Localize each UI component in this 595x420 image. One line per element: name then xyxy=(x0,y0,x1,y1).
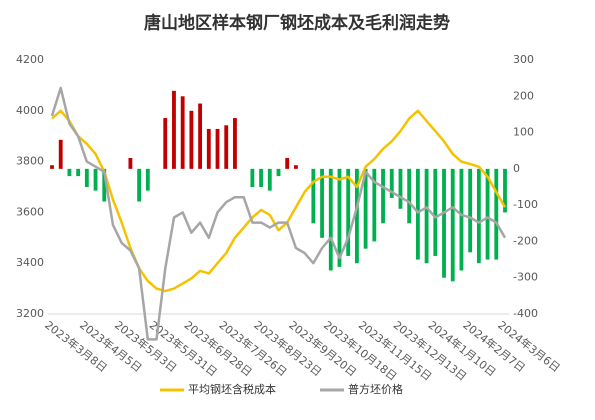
bar xyxy=(285,157,290,169)
y2-tick-label: 100 xyxy=(513,126,534,139)
bar xyxy=(503,168,507,213)
bar xyxy=(58,139,63,169)
bar xyxy=(485,168,490,260)
bar xyxy=(93,168,98,191)
bar xyxy=(233,118,237,169)
bar xyxy=(267,168,272,191)
bar xyxy=(180,96,185,169)
y2-tick-label: 200 xyxy=(513,89,534,102)
y-tick-label: 3600 xyxy=(16,205,44,218)
bar xyxy=(76,168,81,177)
bar xyxy=(189,110,194,169)
legend-label: 平均钢坯含税成本 xyxy=(188,382,276,396)
bar xyxy=(276,168,281,177)
bar xyxy=(206,128,211,169)
chart-title: 唐山地区样本钢厂钢坯成本及毛利润走势 xyxy=(144,13,450,34)
y2-tick-label: -400 xyxy=(513,307,538,320)
bar xyxy=(128,157,133,169)
bar xyxy=(424,168,429,264)
bar xyxy=(198,103,203,169)
bar xyxy=(337,168,342,267)
bar xyxy=(381,168,385,224)
bar xyxy=(224,125,229,169)
bar xyxy=(415,168,420,260)
y-tick-label: 4000 xyxy=(16,104,44,117)
line xyxy=(50,86,507,341)
bar xyxy=(145,168,150,191)
bar xyxy=(442,168,446,278)
bar xyxy=(450,168,455,282)
bar xyxy=(137,168,142,202)
y2-tick-label: 300 xyxy=(513,53,534,66)
bar xyxy=(320,168,324,238)
y2-tick-label: 0 xyxy=(513,162,520,175)
bar xyxy=(459,168,464,271)
bar xyxy=(494,168,499,260)
bar xyxy=(328,168,333,271)
bar xyxy=(67,168,72,177)
bar xyxy=(311,168,316,224)
y-tick-label: 3400 xyxy=(16,256,44,269)
bar xyxy=(215,128,220,169)
bar xyxy=(50,165,54,169)
bar xyxy=(398,168,403,209)
y-tick-label: 3800 xyxy=(16,155,44,168)
bar xyxy=(172,90,176,169)
line xyxy=(51,109,507,293)
bar xyxy=(476,168,481,264)
bar xyxy=(433,168,438,256)
legend-label: 普方坯价格 xyxy=(348,382,403,396)
bar xyxy=(102,168,107,202)
y2-tick-label: -300 xyxy=(513,271,538,284)
y2-tick-label: -200 xyxy=(513,234,538,247)
y2-tick-label: -100 xyxy=(513,198,538,211)
bar xyxy=(389,168,394,198)
bar xyxy=(294,165,298,169)
bar xyxy=(346,168,351,256)
bar xyxy=(407,168,412,224)
y-tick-label: 4200 xyxy=(16,53,44,66)
bar xyxy=(354,168,359,264)
bar xyxy=(372,168,377,242)
bar xyxy=(468,168,473,253)
bar xyxy=(363,168,368,249)
bar xyxy=(163,118,168,169)
bar xyxy=(84,168,89,187)
bar xyxy=(259,168,263,187)
bar xyxy=(250,168,255,187)
y-tick-label: 3200 xyxy=(16,307,44,320)
